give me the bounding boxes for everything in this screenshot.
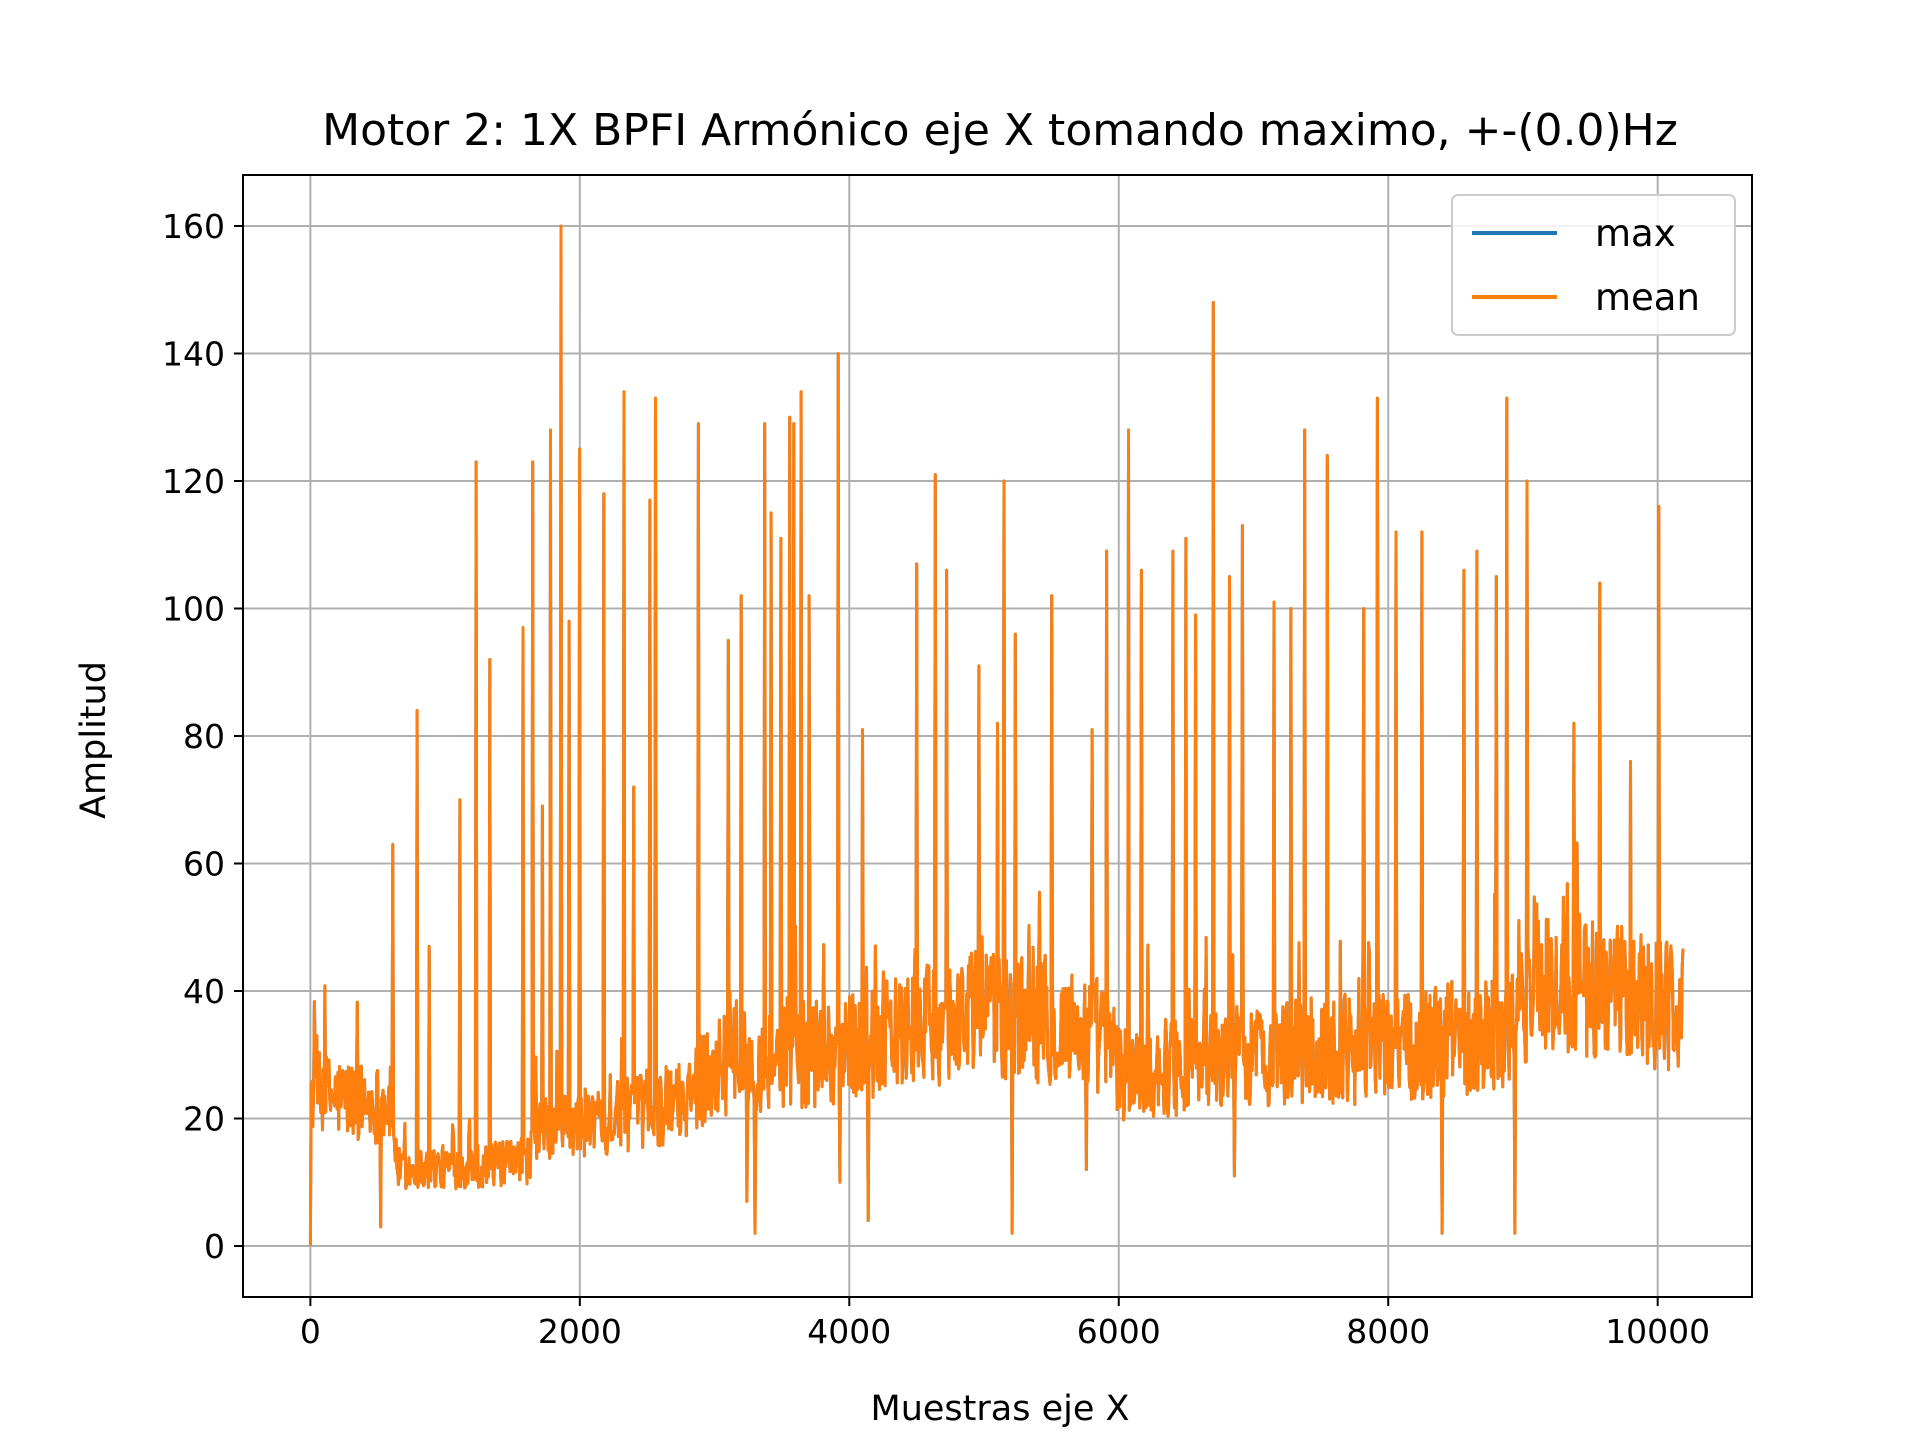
legend: max mean <box>1451 194 1736 336</box>
y-tick-label: 120 <box>162 462 225 501</box>
y-tick-label: 20 <box>183 1100 225 1139</box>
y-tick-label: 60 <box>183 845 225 884</box>
y-tick-label: 160 <box>162 207 225 246</box>
y-tick-label: 140 <box>162 335 225 374</box>
x-tick-label: 2000 <box>538 1312 622 1351</box>
legend-label-max: max <box>1595 212 1676 255</box>
series-line-mean <box>308 224 1685 1247</box>
y-tick-label: 40 <box>183 972 225 1011</box>
legend-label-mean: mean <box>1595 276 1700 319</box>
x-tick-label: 4000 <box>807 1312 891 1351</box>
y-tick-label: 80 <box>183 717 225 756</box>
x-tick-label: 0 <box>300 1312 321 1351</box>
ticks-layer: 0 2000 4000 6000 8000 10000 0 20 40 60 80 100 120 140… <box>162 207 1710 1351</box>
y-tick-label: 0 <box>204 1227 225 1266</box>
x-tick-label: 10000 <box>1605 1312 1710 1351</box>
y-axis-title: Amplitud <box>74 661 114 819</box>
y-tick-label: 100 <box>162 590 225 629</box>
chart-title: Motor 2: 1X BPFI Armónico eje X tomando … <box>322 105 1678 156</box>
series-layer <box>308 224 1685 1247</box>
x-axis-title: Muestras eje X <box>871 1389 1130 1429</box>
x-tick-label: 8000 <box>1346 1312 1430 1351</box>
legend-box <box>1451 194 1736 336</box>
x-tick-label: 6000 <box>1077 1312 1161 1351</box>
